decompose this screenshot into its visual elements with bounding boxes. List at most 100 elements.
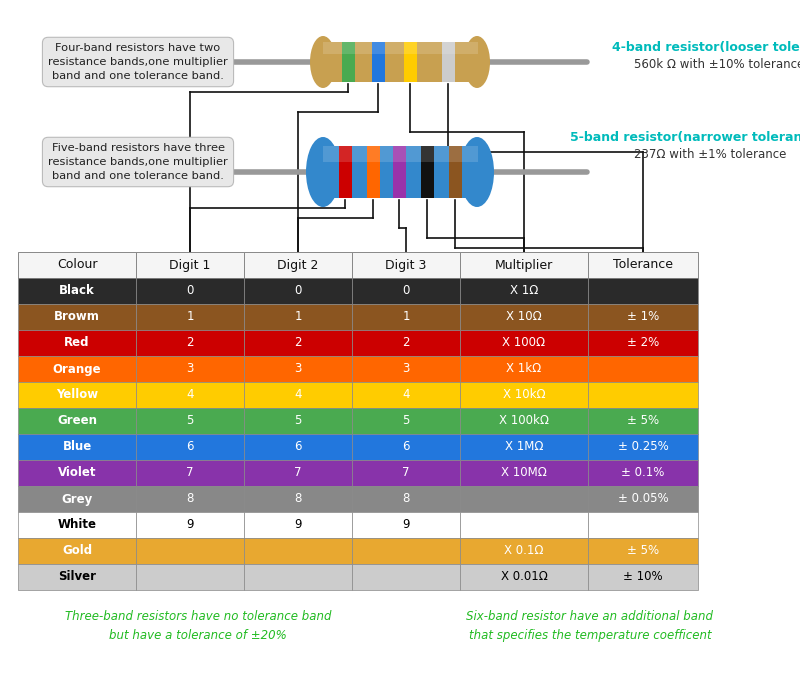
Bar <box>18 408 136 434</box>
Text: Grey: Grey <box>62 493 93 505</box>
Bar <box>352 252 460 278</box>
Bar <box>244 278 352 304</box>
Bar <box>244 304 352 330</box>
Bar <box>18 564 136 590</box>
Ellipse shape <box>310 36 336 88</box>
Text: ± 5%: ± 5% <box>627 414 659 428</box>
Bar <box>18 330 136 356</box>
Bar <box>352 434 460 460</box>
Text: Violet: Violet <box>58 466 96 480</box>
Text: Green: Green <box>57 414 97 428</box>
Bar <box>136 408 244 434</box>
Bar <box>244 252 352 278</box>
Bar <box>352 304 460 330</box>
Text: 3: 3 <box>402 363 410 375</box>
Bar <box>18 304 136 330</box>
Text: Silver: Silver <box>58 570 96 584</box>
Bar <box>460 356 588 382</box>
Bar <box>352 512 460 538</box>
Text: 3: 3 <box>294 363 302 375</box>
Ellipse shape <box>464 36 490 88</box>
Bar <box>352 408 460 434</box>
Bar <box>323 42 478 54</box>
Text: Tolerance: Tolerance <box>613 258 673 272</box>
Text: 4-band resistor(looser tolerance): 4-band resistor(looser tolerance) <box>612 41 800 53</box>
Bar <box>442 42 455 82</box>
Bar <box>244 434 352 460</box>
Text: X 100Ω: X 100Ω <box>502 337 546 349</box>
Bar <box>244 486 352 512</box>
Bar <box>136 434 244 460</box>
Text: 0: 0 <box>402 284 410 298</box>
Text: Red: Red <box>64 337 90 349</box>
Bar <box>136 460 244 486</box>
Bar <box>244 330 352 356</box>
Text: Four-band resistors have two
resistance bands,one multiplier
band and one tolera: Four-band resistors have two resistance … <box>48 43 228 81</box>
Text: 0: 0 <box>186 284 194 298</box>
Bar <box>588 538 698 564</box>
Text: 7: 7 <box>186 466 194 480</box>
Bar <box>18 434 136 460</box>
Text: X 10MΩ: X 10MΩ <box>501 466 547 480</box>
Bar <box>18 512 136 538</box>
Bar <box>244 460 352 486</box>
Text: Six-band resistor have an additional band
that specifies the temperature coeffic: Six-band resistor have an additional ban… <box>466 610 714 642</box>
Bar <box>460 512 588 538</box>
Text: 1: 1 <box>402 311 410 323</box>
Text: 9: 9 <box>294 519 302 531</box>
Text: ± 0.1%: ± 0.1% <box>622 466 665 480</box>
Bar <box>136 564 244 590</box>
Bar <box>244 356 352 382</box>
Bar <box>136 330 244 356</box>
Bar <box>18 486 136 512</box>
Bar <box>460 304 588 330</box>
Bar <box>460 330 588 356</box>
Text: 2: 2 <box>402 337 410 349</box>
Text: 6: 6 <box>402 440 410 454</box>
Bar <box>372 42 385 82</box>
Bar <box>136 304 244 330</box>
Text: Multiplier: Multiplier <box>495 258 553 272</box>
Bar <box>460 460 588 486</box>
Bar <box>588 460 698 486</box>
Bar <box>460 538 588 564</box>
Bar <box>393 146 406 198</box>
Bar <box>352 486 460 512</box>
Bar <box>588 330 698 356</box>
Text: Digit 2: Digit 2 <box>278 258 318 272</box>
Text: X 10Ω: X 10Ω <box>506 311 542 323</box>
Bar <box>244 382 352 408</box>
Text: Digit 1: Digit 1 <box>170 258 210 272</box>
Bar <box>588 434 698 460</box>
Text: 3: 3 <box>186 363 194 375</box>
Text: ± 2%: ± 2% <box>627 337 659 349</box>
Bar <box>244 408 352 434</box>
Bar <box>18 382 136 408</box>
Text: 8: 8 <box>402 493 410 505</box>
Text: 4: 4 <box>402 389 410 402</box>
Bar <box>352 382 460 408</box>
Bar <box>342 42 355 82</box>
Text: 2: 2 <box>294 337 302 349</box>
Text: Three-band resistors have no tolerance band
but have a tolerance of ±20%: Three-band resistors have no tolerance b… <box>65 610 331 642</box>
Text: Digit 3: Digit 3 <box>386 258 426 272</box>
Text: 6: 6 <box>186 440 194 454</box>
Text: Yellow: Yellow <box>56 389 98 402</box>
Bar <box>421 146 434 198</box>
Text: ± 0.25%: ± 0.25% <box>618 440 668 454</box>
Text: Gold: Gold <box>62 545 92 557</box>
Text: 5: 5 <box>186 414 194 428</box>
Bar <box>460 278 588 304</box>
Text: 1: 1 <box>294 311 302 323</box>
Text: X 0.01Ω: X 0.01Ω <box>501 570 547 584</box>
Bar <box>460 252 588 278</box>
Bar <box>136 356 244 382</box>
Text: Black: Black <box>59 284 95 298</box>
Text: X 0.1Ω: X 0.1Ω <box>504 545 544 557</box>
Text: ± 5%: ± 5% <box>627 545 659 557</box>
Ellipse shape <box>306 137 340 207</box>
Bar <box>18 356 136 382</box>
Bar <box>588 512 698 538</box>
Bar <box>352 278 460 304</box>
Bar <box>323 146 478 162</box>
